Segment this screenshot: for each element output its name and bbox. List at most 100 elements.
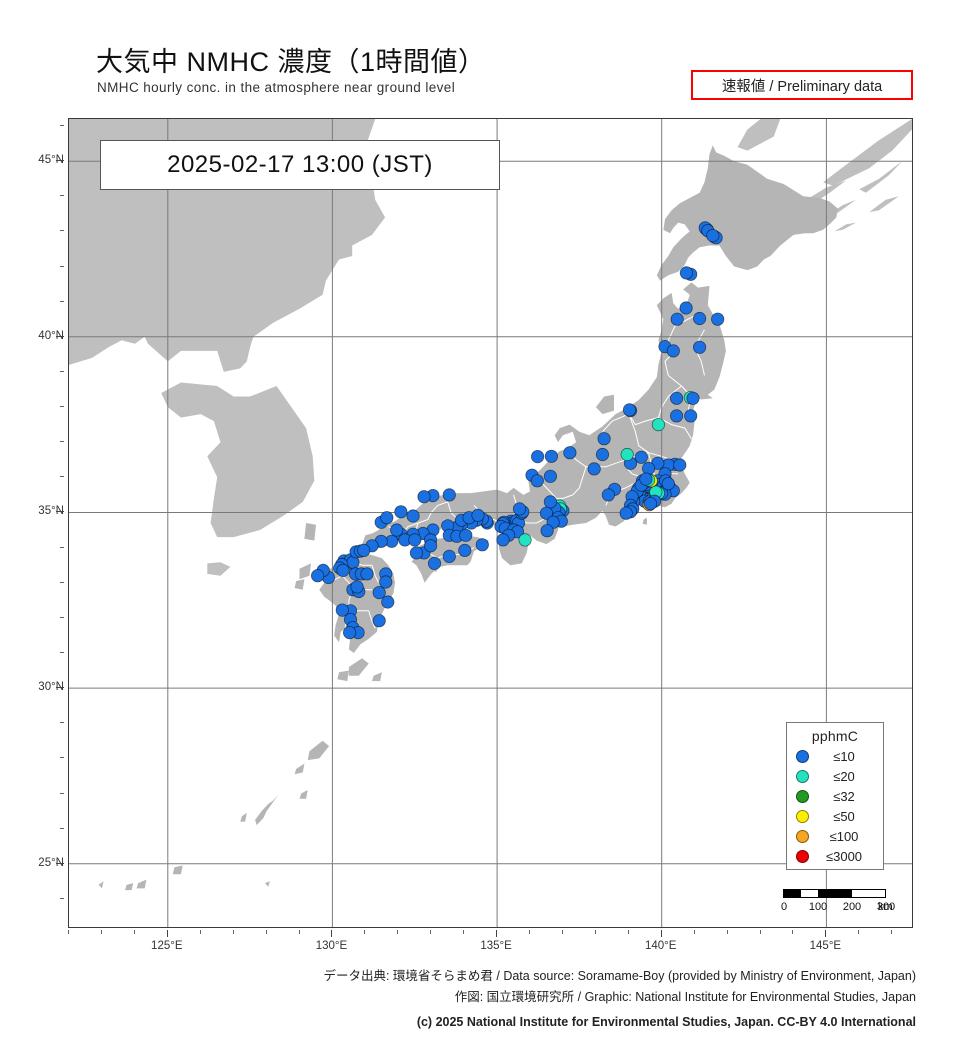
station-point[interactable] [543,495,557,509]
station-point[interactable] [335,603,349,617]
station-point[interactable] [639,472,653,486]
station-point[interactable] [669,409,684,423]
station-point[interactable] [540,524,554,538]
station-point[interactable] [350,580,364,594]
station-point[interactable] [406,509,420,523]
legend-row[interactable]: ≤3000 [787,846,883,866]
station-point[interactable] [684,409,698,423]
station-point[interactable] [595,447,610,462]
station-point[interactable] [622,403,637,417]
station-point[interactable] [360,567,374,581]
station-point[interactable] [692,311,707,326]
station-point[interactable] [661,477,675,491]
station-point[interactable] [620,447,634,462]
station-point[interactable] [686,391,700,405]
footer-source-line: データ出典: 環境省そらまめ君 / Data source: Soramame-… [323,969,916,983]
station-point[interactable] [459,528,473,542]
legend-row[interactable]: ≤32 [787,786,883,806]
legend-row[interactable]: ≤20 [787,766,883,786]
station-point[interactable] [512,502,527,516]
longitude-minor-tick [529,930,531,934]
station-point[interactable] [530,474,544,488]
station-point[interactable] [394,505,408,519]
station-point[interactable] [357,543,371,557]
page-title: 大気中 NMHC 濃度（1時間値） [96,47,486,77]
station-point[interactable] [381,595,395,609]
station-point[interactable] [380,511,394,525]
station-point[interactable] [471,508,485,522]
station-point[interactable] [706,229,720,243]
legend-label: ≤10 [833,748,855,764]
longitude-minor-tick [199,930,201,934]
footer-graphic-line: 作図: 国立環境研究所 / Graphic: National Institut… [454,990,916,1004]
station-point[interactable] [643,497,658,511]
station-point[interactable] [601,488,616,502]
station-point[interactable] [543,469,557,483]
station-point[interactable] [563,446,577,460]
station-point[interactable] [530,449,545,464]
station-point[interactable] [458,543,472,557]
timestamp-box: 2025-02-17 13:00 (JST) [100,140,500,190]
longitude-minor-tick [561,930,563,934]
station-point[interactable] [597,432,611,446]
scale-seg-2 [818,890,852,897]
station-point[interactable] [342,625,357,640]
scale-bar-labels: 0 100 200 300 km [781,901,901,917]
longitude-minor-tick [364,930,366,934]
station-point[interactable] [544,449,558,463]
longitude-minor-tick [133,930,135,934]
legend-label: ≤50 [833,808,855,824]
latitude-tick-mark [56,511,64,513]
longitude-minor-tick [693,930,695,934]
station-point[interactable] [711,312,725,326]
station-point[interactable] [408,533,422,547]
longitude-minor-tick [594,930,596,934]
latitude-minor-tick [60,230,64,232]
scale-tick-label: 300 [876,901,896,913]
station-point[interactable] [390,523,404,537]
station-point[interactable] [442,549,456,563]
latitude-axis: 45°N 40°N 35°N 30°N 25°N [0,118,64,928]
latitude-tick-mark [56,335,64,337]
station-point[interactable] [666,344,680,358]
legend-row[interactable]: ≤10 [787,746,883,766]
longitude-minor-tick [858,930,860,934]
station-point[interactable] [539,506,554,520]
station-point[interactable] [427,556,442,570]
station-point[interactable] [423,539,438,553]
latitude-minor-tick [60,616,64,618]
longitude-minor-tick [891,930,893,934]
station-point[interactable] [336,563,350,577]
longitude-tick-mark [166,930,168,937]
longitude-minor-tick [759,930,761,934]
station-point[interactable] [619,506,633,520]
station-point[interactable] [442,488,456,502]
station-point[interactable] [372,614,386,628]
latitude-minor-tick [60,651,64,653]
station-point[interactable] [587,462,601,476]
longitude-minor-tick [627,930,629,934]
station-points-layer [311,221,725,640]
station-point[interactable] [679,266,694,280]
station-point[interactable] [496,533,510,547]
longitude-minor-tick [430,930,432,934]
station-point[interactable] [692,340,707,354]
station-point[interactable] [651,417,666,432]
station-point[interactable] [673,458,687,472]
station-point[interactable] [409,546,423,560]
station-point[interactable] [379,575,393,589]
station-point[interactable] [669,391,684,405]
longitude-minor-tick [298,930,300,934]
longitude-tick-label: 130°E [315,940,348,952]
latitude-minor-tick [60,792,64,794]
station-point[interactable] [475,538,489,552]
station-point[interactable] [417,490,431,504]
station-point[interactable] [311,569,325,583]
station-point[interactable] [518,533,532,547]
station-point[interactable] [372,585,386,600]
legend-row[interactable]: ≤50 [787,806,883,826]
station-point[interactable] [634,450,648,464]
legend-row[interactable]: ≤100 [787,826,883,846]
station-point[interactable] [670,312,684,326]
station-point[interactable] [679,301,693,315]
